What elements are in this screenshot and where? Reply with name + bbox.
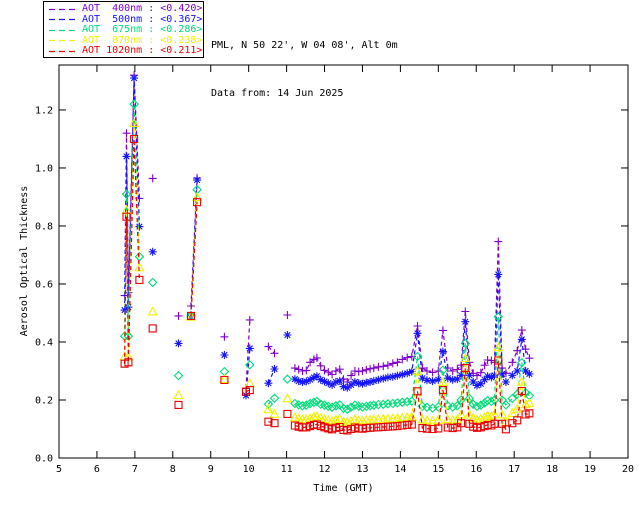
series-line-675nm	[124, 104, 530, 410]
x-tick-label: 10	[243, 464, 255, 475]
x-tick-label: 7	[132, 464, 138, 475]
legend-entry: AOT 500nm : <0.367>	[48, 13, 203, 26]
series-675nm	[119, 99, 535, 415]
x-tick-label: 5	[56, 464, 62, 475]
series-markers-675nm	[119, 99, 535, 415]
y-tick-label: 0.0	[35, 454, 53, 465]
x-tick-label: 18	[546, 464, 558, 475]
header: PML, N 50 22', W 04 08', Alt 0m Data fro…	[211, 6, 398, 134]
x-axis-title: Time (GMT)	[313, 483, 373, 494]
legend-entry: AOT 400nm : <0.420>	[48, 4, 203, 15]
x-tick-label: 15	[432, 464, 444, 475]
x-tick-label: 12	[319, 464, 331, 475]
y-tick-label: 0.2	[35, 395, 53, 406]
plot-frame	[58, 64, 629, 459]
x-tick-label: 6	[94, 464, 100, 475]
x-tick-label: 11	[281, 464, 293, 475]
x-tick-label: 8	[170, 464, 176, 475]
legend-entry: AOT 675nm : <0.286>	[48, 25, 203, 36]
x-tick-label: 9	[208, 464, 214, 475]
series-line-1020nm	[124, 138, 530, 432]
x-tick-label: 14	[394, 464, 406, 475]
x-tick-label: 17	[508, 464, 520, 475]
legend-entry: AOT 1020nm : <0.211>	[48, 46, 203, 57]
x-tick-label: 13	[356, 464, 368, 475]
legend-line-sample	[49, 40, 77, 42]
y-tick-label: 1.0	[35, 163, 53, 174]
legend-entry: AOT 870nm : <0.238>	[48, 34, 203, 47]
series-line-870nm	[124, 122, 530, 424]
legend-line-sample	[49, 8, 77, 10]
legend-entry-label: AOT 1020nm : <0.211>	[82, 45, 203, 57]
y-axis-title: Aerosol Optical Thickness	[19, 186, 30, 337]
y-axis: 0.0 0.2 0.4 0.6 0.8 1.0 1.2 Aerosol Optical Thi…	[19, 105, 628, 465]
series-1020nm	[120, 134, 534, 435]
legend-entry-label: AOT 675nm : <0.286>	[82, 24, 203, 36]
axes	[58, 64, 629, 459]
legend-entry-label: AOT 500nm : <0.367>	[82, 13, 203, 25]
y-tick-label: 0.8	[35, 221, 53, 232]
x-tick-label: 20	[622, 464, 634, 475]
series-markers-1020nm	[120, 134, 534, 435]
legend-box: AOT 400nm : <0.420> AOT 500nm : <0.367> AO…	[43, 1, 204, 58]
legend-line-sample	[49, 50, 77, 52]
data-date: Data from: 14 Jun 2025	[211, 88, 344, 99]
y-tick-label: 0.4	[35, 337, 53, 348]
y-tick-label: 1.2	[35, 105, 53, 116]
series-markers-500nm	[120, 74, 534, 400]
legend-entry-label: AOT 870nm : <0.238>	[82, 34, 203, 46]
y-tick-label: 0.6	[35, 279, 53, 290]
x-axis: 5 6 7 8 9 10 11 12 13 14 15 16 17 18 19 20 Time (GMT)	[56, 65, 634, 494]
x-tick-label: 16	[470, 464, 482, 475]
legend-entry-label: AOT 400nm : <0.420>	[82, 3, 203, 15]
legend-line-sample	[49, 19, 77, 21]
x-tick-label: 19	[584, 464, 596, 475]
legend-line-sample	[49, 29, 77, 31]
station-info: PML, N 50 22', W 04 08', Alt 0m	[211, 40, 398, 51]
